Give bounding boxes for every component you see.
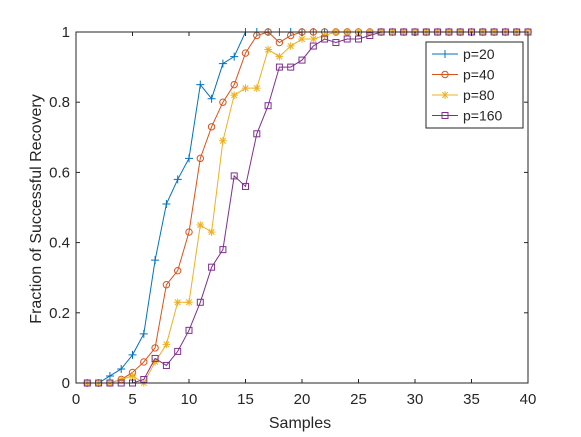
square-marker — [441, 112, 449, 119]
plus-marker — [139, 329, 148, 338]
plus-marker — [128, 350, 137, 359]
legend-label: p=160 — [463, 108, 503, 124]
square-marker — [162, 361, 170, 369]
star-marker — [309, 35, 318, 43]
square-marker — [242, 182, 249, 190]
star-marker — [173, 298, 182, 307]
legend: p=20 p=40 p=80 p=160 — [425, 41, 524, 129]
star-marker — [298, 35, 306, 43]
star-marker — [241, 84, 250, 92]
square-marker — [343, 35, 351, 43]
square-marker — [208, 263, 216, 271]
square-marker — [219, 246, 227, 254]
circle-marker — [151, 344, 159, 352]
legend-item: p=20 — [432, 46, 495, 62]
square-marker — [253, 130, 261, 138]
plus-marker — [196, 80, 205, 89]
plus-marker — [173, 175, 182, 184]
square-marker — [287, 63, 295, 71]
square-marker — [196, 298, 204, 306]
square-marker — [332, 39, 340, 47]
x-axis-label: Samples — [269, 415, 331, 432]
square-marker — [298, 56, 306, 64]
square-marker — [275, 63, 283, 71]
star-marker — [185, 298, 193, 307]
star-marker — [286, 42, 295, 50]
square-marker — [140, 375, 148, 383]
star-marker — [275, 52, 284, 61]
star-marker — [117, 375, 125, 384]
y-tick-label: 0.4 — [49, 235, 70, 252]
circle-marker — [162, 281, 171, 289]
x-tick-label: 35 — [463, 391, 480, 408]
legend-item: p=160 — [432, 108, 503, 124]
y-tick-label: 0.2 — [49, 305, 70, 322]
legend-label: p=80 — [463, 87, 495, 103]
circle-marker — [441, 70, 449, 79]
x-tick-label: 25 — [350, 391, 367, 408]
square-marker — [309, 42, 317, 50]
y-tick-label: 0.8 — [49, 94, 70, 111]
plus-marker — [218, 59, 227, 68]
star-marker — [151, 358, 159, 366]
star-marker — [230, 91, 238, 99]
star-marker — [196, 221, 205, 229]
circle-marker — [185, 228, 193, 236]
x-tick-label: 0 — [72, 391, 80, 408]
legend-label: p=40 — [463, 67, 495, 83]
star-marker — [441, 91, 449, 99]
plus-marker — [207, 94, 216, 103]
y-axis-label: Fraction of Successful Recovery — [28, 94, 45, 323]
x-tick-label: 5 — [128, 391, 136, 408]
y-tick-label: 0.6 — [49, 164, 70, 181]
x-tick-label: 10 — [181, 391, 198, 408]
legend-item: p=80 — [432, 87, 495, 103]
star-marker — [219, 137, 227, 145]
x-tick-label: 15 — [237, 391, 254, 408]
star-marker — [207, 228, 216, 236]
circle-marker — [241, 49, 250, 57]
plus-marker — [162, 199, 171, 208]
plus-marker — [441, 50, 449, 58]
plus-marker — [230, 52, 239, 61]
legend-item: p=40 — [432, 67, 495, 83]
circle-marker — [230, 80, 238, 89]
square-marker — [151, 354, 159, 362]
y-tick-label: 1 — [62, 24, 70, 41]
x-tick-label: 30 — [407, 391, 424, 408]
square-marker — [185, 326, 193, 334]
circle-marker — [219, 98, 227, 106]
star-marker — [128, 372, 137, 380]
plus-marker — [105, 371, 114, 380]
circle-marker — [275, 38, 284, 47]
square-marker — [366, 32, 374, 40]
x-tick-label: 40 — [520, 391, 537, 408]
square-marker — [230, 172, 238, 180]
circle-marker — [196, 154, 205, 163]
square-marker — [264, 102, 272, 110]
circle-marker — [140, 358, 148, 366]
star-marker — [320, 31, 329, 40]
plus-marker — [151, 256, 160, 265]
circle-marker — [174, 266, 182, 275]
x-tick-label: 20 — [294, 391, 311, 408]
plus-marker — [117, 364, 126, 373]
ticks-layer: 0 5 10 15 20 25 30 35 40 0 0.2 0.4 0.6 0.8 1 — [49, 24, 536, 408]
y-tick-label: 0 — [62, 375, 70, 392]
star-marker — [162, 340, 171, 349]
circle-marker — [207, 123, 216, 131]
square-marker — [355, 35, 362, 43]
square-marker — [321, 35, 329, 43]
star-marker — [264, 45, 272, 54]
star-marker — [253, 84, 261, 92]
legend-label: p=20 — [463, 46, 495, 62]
square-marker — [174, 347, 182, 355]
plus-marker — [185, 154, 193, 163]
